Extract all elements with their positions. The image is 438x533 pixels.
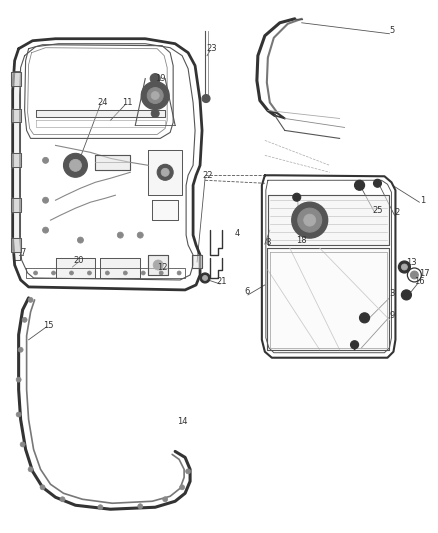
Circle shape <box>28 297 33 302</box>
Circle shape <box>40 485 45 490</box>
Circle shape <box>137 232 143 238</box>
Circle shape <box>16 412 21 417</box>
Text: 13: 13 <box>406 257 417 266</box>
Polygon shape <box>268 195 389 245</box>
Circle shape <box>52 271 56 275</box>
Circle shape <box>20 442 25 447</box>
Text: 2: 2 <box>395 208 400 217</box>
Polygon shape <box>152 200 178 220</box>
Text: 7: 7 <box>20 247 25 256</box>
Polygon shape <box>295 215 325 226</box>
Circle shape <box>177 271 181 275</box>
Circle shape <box>374 179 381 187</box>
Circle shape <box>157 164 173 180</box>
Text: 8: 8 <box>265 238 271 247</box>
Circle shape <box>161 168 169 176</box>
Circle shape <box>78 237 83 243</box>
Circle shape <box>292 202 328 238</box>
Polygon shape <box>11 238 21 252</box>
Text: 19: 19 <box>155 74 166 83</box>
Circle shape <box>70 159 81 171</box>
Circle shape <box>16 377 21 382</box>
Text: 11: 11 <box>122 98 133 107</box>
Circle shape <box>22 317 27 322</box>
Circle shape <box>304 214 316 226</box>
Circle shape <box>42 227 49 233</box>
Circle shape <box>401 264 407 270</box>
Circle shape <box>162 497 168 502</box>
Circle shape <box>124 271 127 275</box>
Text: 17: 17 <box>419 270 430 278</box>
Circle shape <box>117 232 124 238</box>
Circle shape <box>200 273 210 283</box>
Polygon shape <box>11 198 21 212</box>
Text: 20: 20 <box>73 255 84 264</box>
Circle shape <box>153 260 163 270</box>
Polygon shape <box>100 258 140 278</box>
Circle shape <box>70 271 74 275</box>
Circle shape <box>186 469 191 474</box>
Polygon shape <box>35 110 165 117</box>
Circle shape <box>141 82 169 109</box>
Text: 21: 21 <box>217 278 227 286</box>
Polygon shape <box>13 71 20 260</box>
Polygon shape <box>148 255 168 275</box>
Text: 6: 6 <box>244 287 250 296</box>
Polygon shape <box>267 248 389 350</box>
Circle shape <box>42 197 49 203</box>
Circle shape <box>138 504 143 508</box>
Text: 23: 23 <box>207 44 217 53</box>
Text: 9: 9 <box>390 311 395 320</box>
Text: 18: 18 <box>297 236 307 245</box>
Text: 12: 12 <box>157 263 167 272</box>
Text: 4: 4 <box>234 229 240 238</box>
Circle shape <box>147 87 163 103</box>
Text: 16: 16 <box>414 278 425 286</box>
Polygon shape <box>56 258 95 278</box>
Circle shape <box>350 341 359 349</box>
Circle shape <box>18 347 23 352</box>
Circle shape <box>28 467 33 472</box>
Circle shape <box>410 271 418 279</box>
Polygon shape <box>11 154 21 167</box>
Circle shape <box>401 290 411 300</box>
Circle shape <box>202 276 208 280</box>
Text: 5: 5 <box>390 26 395 35</box>
Circle shape <box>399 261 410 273</box>
Circle shape <box>141 271 145 275</box>
Circle shape <box>159 271 163 275</box>
Circle shape <box>60 497 65 502</box>
Circle shape <box>150 74 160 84</box>
Circle shape <box>293 193 301 201</box>
Circle shape <box>180 485 184 490</box>
Text: 25: 25 <box>372 206 383 215</box>
Circle shape <box>106 271 110 275</box>
Circle shape <box>151 92 159 100</box>
Text: 1: 1 <box>420 196 425 205</box>
Polygon shape <box>192 255 202 268</box>
Circle shape <box>202 94 210 102</box>
Circle shape <box>34 271 38 275</box>
Circle shape <box>42 157 49 163</box>
Circle shape <box>151 109 159 117</box>
Polygon shape <box>11 71 21 86</box>
Text: 22: 22 <box>203 171 213 180</box>
Text: 3: 3 <box>390 289 395 298</box>
Polygon shape <box>95 155 130 171</box>
Circle shape <box>98 505 103 510</box>
Circle shape <box>360 313 370 323</box>
Text: 15: 15 <box>43 321 54 330</box>
Polygon shape <box>11 109 21 123</box>
Circle shape <box>355 180 364 190</box>
Text: 14: 14 <box>177 417 187 426</box>
Text: 24: 24 <box>97 98 108 107</box>
Circle shape <box>298 208 321 232</box>
Polygon shape <box>148 150 182 195</box>
Circle shape <box>88 271 92 275</box>
Circle shape <box>64 154 88 177</box>
